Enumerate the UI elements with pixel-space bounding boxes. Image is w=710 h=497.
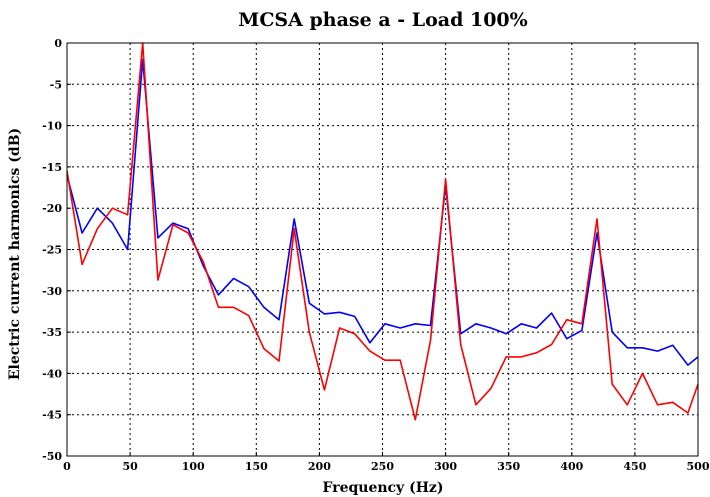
series-layer: [66, 42, 699, 421]
x-tick-label: 150: [245, 460, 268, 473]
y-tick-label: 0: [54, 37, 62, 50]
series-line-1: [66, 58, 699, 366]
y-tick-label: -35: [42, 326, 62, 339]
y-tick-label: -45: [42, 409, 62, 422]
y-tick-label: -15: [42, 161, 62, 174]
x-tick-label: 250: [371, 460, 394, 473]
x-tick-label: 500: [687, 460, 710, 473]
y-axis-label: Electric current harmonics (dB): [7, 128, 23, 380]
y-tick-label: -25: [42, 244, 62, 257]
x-tick-labels: 0 50 100 150 200 250 300 350 400 450 500: [63, 452, 710, 473]
y-tick-label: -5: [50, 78, 62, 91]
y-tick-label: -40: [42, 367, 62, 380]
x-tick-label: 100: [182, 460, 205, 473]
x-axis-label: Frequency (Hz): [323, 480, 444, 496]
grid: [67, 43, 698, 456]
chart-title: MCSA phase a - Load 100%: [238, 9, 527, 31]
y-tick-label: -50: [42, 450, 62, 463]
y-tick-label: -20: [42, 202, 62, 215]
series-line-2: [66, 42, 699, 421]
y-tick-labels: 0 -5 -10 -15 -20 -25 -30 -35 -40 -45 -50: [42, 37, 71, 463]
y-tick-label: -10: [42, 120, 62, 133]
x-tick-label: 50: [122, 460, 138, 473]
x-tick-label: 300: [434, 460, 457, 473]
x-tick-label: 400: [560, 460, 583, 473]
x-tick-label: 450: [623, 460, 646, 473]
y-tick-label: -30: [42, 285, 62, 298]
x-tick-label: 200: [308, 460, 331, 473]
x-tick-label: 0: [63, 460, 71, 473]
x-tick-label: 350: [497, 460, 520, 473]
